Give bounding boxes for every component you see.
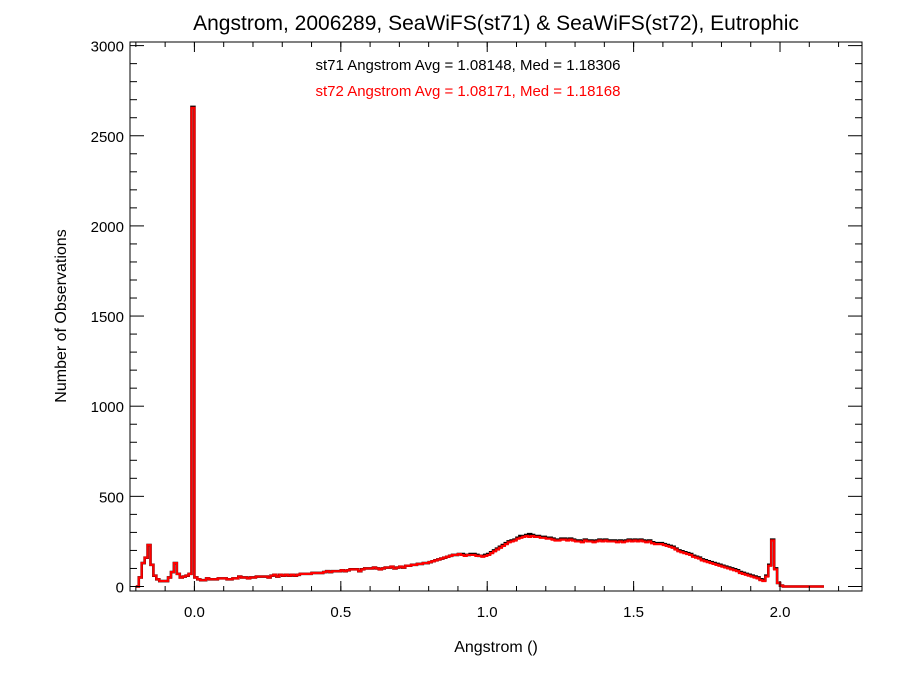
x-axis: 0.0 0.5 1.0 1.5 2.0 [135,42,840,621]
chart-title: Angstrom, 2006289, SeaWiFS(st71) & SeaWi… [193,12,799,35]
x-tick-label: 0.5 [330,604,351,621]
x-tick-label: 1.5 [623,604,644,621]
x-axis-label: Angstrom () [454,639,538,656]
x-tick-label: 0.0 [184,604,205,621]
plot-frame [129,41,863,592]
st71-stats-annotation: st71 Angstrom Avg = 1.08148, Med = 1.183… [316,57,621,74]
y-tick-label: 0 [116,579,124,596]
y-axis-label: Number of Observations [53,229,70,402]
y-tick-label: 1500 [91,309,124,326]
series-layer [135,105,824,588]
st72-stats-annotation: st72 Angstrom Avg = 1.08171, Med = 1.181… [316,83,621,100]
histogram-series-st72 [135,106,824,588]
x-tick-label: 1.0 [477,604,498,621]
y-tick-label: 500 [99,489,124,506]
x-tick-label: 2.0 [770,604,791,621]
y-tick-label: 2500 [91,129,124,146]
plot-area: 0.0 0.5 1.0 1.5 2.0 0 500 1000 1500 2000 2500 3000 [91,39,863,621]
histogram-series-st71 [135,105,824,588]
y-tick-label: 2000 [91,219,124,236]
y-axis: 0 500 1000 1500 2000 2500 3000 [91,39,862,596]
y-tick-label: 1000 [91,399,124,416]
y-tick-label: 3000 [91,39,124,56]
